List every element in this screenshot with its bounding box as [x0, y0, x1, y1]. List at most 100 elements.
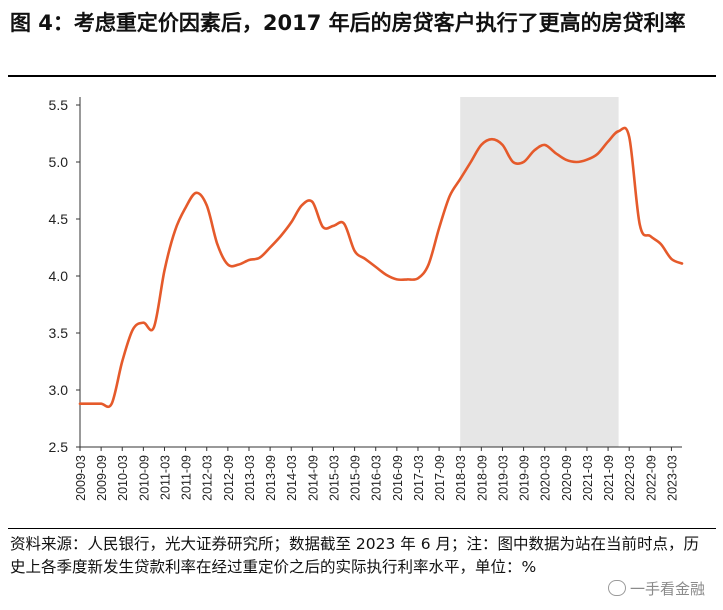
data-point	[660, 243, 662, 245]
data-point	[100, 402, 102, 405]
data-point	[332, 225, 335, 227]
data-point	[174, 229, 176, 232]
data-point	[607, 140, 609, 143]
data-point	[427, 263, 430, 266]
x-tick-label: 2018-03	[454, 455, 468, 501]
data-point	[438, 227, 440, 229]
data-point	[237, 263, 240, 266]
axes	[79, 97, 682, 448]
data-point	[279, 235, 282, 237]
data-point	[522, 161, 525, 163]
title-divider	[8, 75, 716, 77]
x-tick-label: 2021-03	[581, 455, 595, 501]
series-line	[78, 126, 684, 409]
x-tick-label: 2020-09	[560, 455, 574, 501]
data-point	[565, 158, 567, 161]
line-chart: 2.5 3.0 3.5 4.0 4.5 5.0 5.5 2009-03 2009-09 2010…	[49, 97, 684, 501]
x-tick-label: 2009-03	[74, 455, 88, 501]
data-point	[216, 243, 219, 245]
y-tick-label: 5.0	[49, 154, 69, 170]
data-point	[227, 263, 229, 266]
x-tick-label: 2016-03	[370, 455, 384, 501]
y-tick-label: 2.5	[49, 439, 69, 455]
watermark-text: 一手看金融	[629, 580, 705, 598]
data-point	[195, 191, 197, 194]
data-point	[396, 278, 398, 281]
data-point	[374, 266, 377, 268]
data-point	[163, 269, 166, 272]
data-point	[406, 278, 409, 281]
data-point	[343, 222, 345, 225]
x-tick-label: 2014-03	[285, 455, 299, 501]
data-point	[79, 402, 81, 405]
data-point	[596, 153, 599, 155]
x-tick-label: 2018-09	[475, 455, 489, 501]
data-point	[248, 259, 250, 261]
shaded-region	[460, 97, 619, 447]
data-point	[448, 195, 451, 197]
data-point	[142, 321, 145, 324]
data-point	[638, 223, 641, 226]
y-tick-label: 4.5	[49, 211, 69, 227]
x-tick-label: 2013-03	[243, 455, 257, 501]
wechat-icon	[607, 580, 626, 596]
data-point	[385, 274, 388, 276]
x-tick-label: 2013-09	[264, 455, 278, 501]
x-tick-label: 2023-03	[665, 455, 679, 501]
data-point	[269, 246, 271, 249]
x-tick-label: 2012-09	[222, 455, 236, 501]
data-point	[575, 161, 578, 163]
data-point	[586, 158, 588, 161]
y-tick-label: 3.0	[49, 382, 69, 398]
x-tick-label: 2017-09	[433, 455, 447, 501]
data-point	[543, 144, 546, 146]
y-tick-label: 3.5	[49, 325, 69, 341]
x-tick-label: 2011-03	[158, 455, 172, 500]
data-point	[533, 149, 535, 152]
x-tick-label: 2011-09	[180, 455, 194, 500]
data-point	[110, 402, 113, 405]
x-tick-label: 2010-09	[137, 455, 151, 501]
data-point	[89, 402, 92, 405]
x-tick-label: 2022-09	[644, 455, 658, 501]
x-tick-label: 2015-09	[349, 455, 363, 501]
data-point	[184, 206, 187, 209]
data-point	[628, 136, 630, 138]
x-tick-label: 2014-09	[306, 455, 320, 501]
data-point	[649, 235, 652, 237]
x-tick-label: 2021-09	[602, 455, 616, 501]
x-tick-label: 2009-09	[95, 455, 109, 501]
data-point	[290, 221, 293, 224]
data-point	[153, 326, 155, 329]
data-point	[512, 161, 514, 163]
data-point	[554, 152, 557, 154]
data-point	[617, 130, 620, 133]
x-tick-label: 2022-03	[623, 455, 637, 501]
data-point	[322, 226, 324, 228]
data-point	[132, 328, 134, 331]
x-tick-label: 2019-03	[496, 455, 510, 501]
source-note: 资料来源：人民银行，光大证券研究所；数据截至 2023 年 6 月；注：图中数据…	[10, 535, 700, 576]
data-point	[480, 144, 483, 146]
data-point	[258, 256, 261, 259]
data-point	[311, 201, 314, 203]
data-point	[300, 204, 303, 207]
shaded-period-layer	[460, 97, 619, 447]
x-tick-label: 2010-03	[116, 455, 130, 501]
data-point	[670, 258, 673, 260]
x-tick-label: 2017-03	[412, 455, 426, 501]
source-divider	[8, 528, 716, 529]
data-point	[459, 178, 462, 180]
data-point	[364, 258, 366, 260]
x-tick-label: 2016-09	[391, 455, 405, 501]
data-point	[469, 161, 472, 163]
x-axis-ticks: 2009-03 2009-09 2010-03 2010-09 2011-03 2011-…	[74, 447, 679, 501]
data-point	[491, 138, 493, 140]
x-tick-label: 2015-03	[327, 455, 341, 501]
data-point	[501, 144, 504, 146]
chart-title: 图 4：考虑重定价因素后，2017 年后的房贷客户执行了更高的房贷利率	[10, 11, 686, 35]
data-point	[205, 204, 208, 207]
x-tick-label: 2019-09	[518, 455, 532, 501]
series-layer	[78, 126, 684, 409]
data-point	[121, 360, 124, 363]
